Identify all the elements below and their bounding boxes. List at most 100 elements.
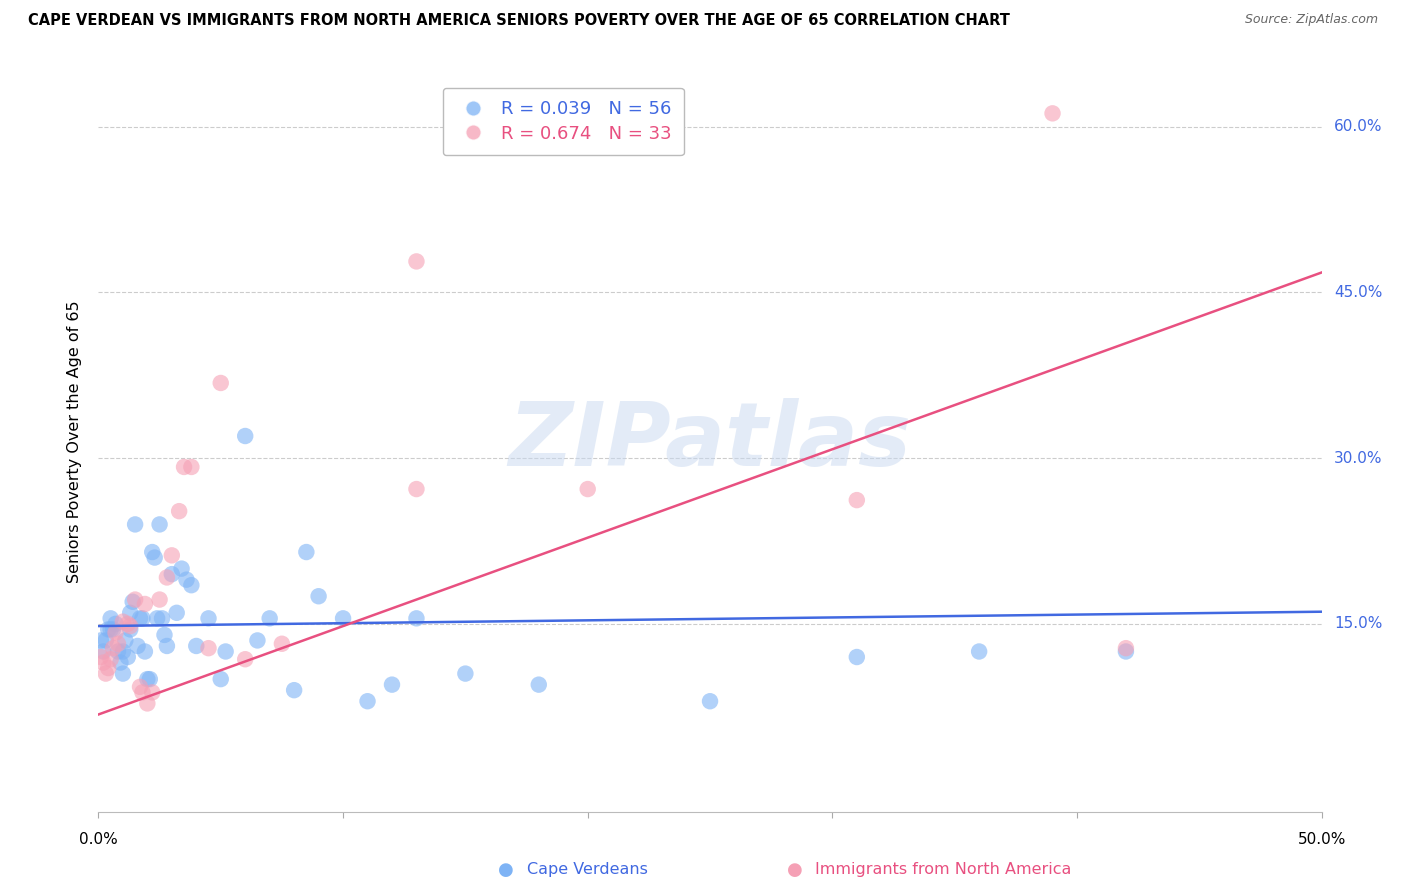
Point — [141, 545, 163, 559]
Point — [699, 694, 721, 708]
Point — [94, 633, 117, 648]
Point — [120, 619, 142, 633]
Point — [967, 644, 990, 658]
Point — [136, 672, 159, 686]
Point — [527, 678, 550, 692]
Point — [356, 694, 378, 708]
Point — [180, 459, 202, 474]
Text: 30.0%: 30.0% — [1334, 450, 1382, 466]
Point — [117, 616, 139, 631]
Point — [141, 685, 163, 699]
Point — [117, 650, 139, 665]
Point — [91, 656, 114, 670]
Point — [845, 493, 868, 508]
Point — [101, 641, 124, 656]
Point — [454, 666, 477, 681]
Point — [214, 644, 236, 658]
Point — [150, 611, 173, 625]
Point — [166, 606, 188, 620]
Point — [156, 570, 179, 584]
Text: 50.0%: 50.0% — [1298, 831, 1346, 847]
Point — [167, 504, 190, 518]
Point — [160, 567, 183, 582]
Point — [153, 628, 176, 642]
Point — [160, 549, 183, 563]
Point — [197, 641, 219, 656]
Point — [405, 611, 427, 625]
Point — [97, 661, 120, 675]
Point — [100, 652, 122, 666]
Point — [156, 639, 179, 653]
Point — [146, 611, 169, 625]
Text: 60.0%: 60.0% — [1334, 120, 1382, 134]
Point — [136, 697, 159, 711]
Point — [149, 517, 172, 532]
Point — [259, 611, 281, 625]
Point — [173, 459, 195, 474]
Text: ●: ● — [498, 861, 515, 879]
Point — [1115, 641, 1137, 656]
Point — [180, 578, 202, 592]
Point — [97, 623, 120, 637]
Text: 0.0%: 0.0% — [79, 831, 118, 847]
Point — [90, 633, 112, 648]
Point — [107, 644, 129, 658]
Point — [233, 429, 256, 443]
Text: Cape Verdeans: Cape Verdeans — [527, 863, 648, 877]
Y-axis label: Seniors Poverty Over the Age of 65: Seniors Poverty Over the Age of 65 — [67, 301, 83, 582]
Point — [576, 482, 599, 496]
Point — [104, 625, 127, 640]
Point — [139, 672, 162, 686]
Point — [101, 623, 124, 637]
Point — [124, 517, 146, 532]
Text: Source: ZipAtlas.com: Source: ZipAtlas.com — [1244, 13, 1378, 27]
Point — [131, 685, 153, 699]
Point — [1115, 644, 1137, 658]
Point — [91, 644, 114, 658]
Point — [170, 561, 193, 575]
Point — [121, 595, 143, 609]
Point — [176, 573, 198, 587]
Point — [381, 678, 404, 692]
Point — [90, 650, 112, 665]
Point — [120, 606, 142, 620]
Legend: R = 0.039   N = 56, R = 0.674   N = 33: R = 0.039 N = 56, R = 0.674 N = 33 — [443, 87, 683, 155]
Text: 45.0%: 45.0% — [1334, 285, 1382, 300]
Text: 15.0%: 15.0% — [1334, 616, 1382, 632]
Point — [129, 611, 152, 625]
Point — [111, 644, 134, 658]
Point — [120, 623, 142, 637]
Point — [104, 616, 127, 631]
Point — [209, 376, 232, 390]
Point — [1042, 106, 1064, 120]
Point — [186, 639, 208, 653]
Point — [143, 550, 166, 565]
Text: CAPE VERDEAN VS IMMIGRANTS FROM NORTH AMERICA SENIORS POVERTY OVER THE AGE OF 65: CAPE VERDEAN VS IMMIGRANTS FROM NORTH AM… — [28, 13, 1010, 29]
Point — [233, 652, 256, 666]
Point — [131, 611, 153, 625]
Point — [283, 683, 305, 698]
Point — [100, 623, 122, 637]
Point — [405, 482, 427, 496]
Point — [114, 633, 136, 648]
Point — [845, 650, 868, 665]
Point — [111, 615, 134, 629]
Point — [405, 254, 427, 268]
Point — [332, 611, 354, 625]
Point — [107, 637, 129, 651]
Point — [246, 633, 269, 648]
Point — [124, 592, 146, 607]
Point — [197, 611, 219, 625]
Point — [134, 644, 156, 658]
Text: Immigrants from North America: Immigrants from North America — [815, 863, 1071, 877]
Point — [110, 656, 132, 670]
Point — [308, 589, 330, 603]
Text: ●: ● — [786, 861, 803, 879]
Point — [111, 666, 134, 681]
Point — [129, 680, 152, 694]
Point — [295, 545, 318, 559]
Point — [127, 639, 149, 653]
Text: ZIPatlas: ZIPatlas — [509, 398, 911, 485]
Point — [149, 592, 172, 607]
Point — [270, 637, 294, 651]
